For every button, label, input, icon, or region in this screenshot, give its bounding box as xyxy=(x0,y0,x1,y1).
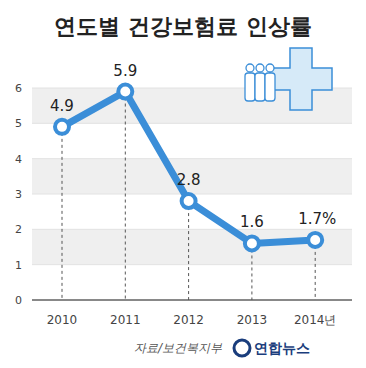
icon-cross xyxy=(270,48,332,110)
marker xyxy=(182,194,196,208)
data-label: 5.9 xyxy=(113,62,137,80)
title: 연도별 건강보험료 인상률 xyxy=(54,14,311,39)
y-tick-label: 3 xyxy=(15,188,22,201)
x-tick-label: 2011 xyxy=(110,313,141,327)
logo xyxy=(234,340,250,356)
icon-person xyxy=(265,73,275,101)
data-group xyxy=(55,85,322,251)
y-tick-label: 1 xyxy=(15,259,22,272)
chart-svg: 연도별 건강보험료 인상률 0 1 2 3 4 5 6 2010 2011 2012 2013 2014… xyxy=(0,0,366,368)
credit: 연합뉴스 xyxy=(254,340,310,356)
data-label: 1.7% xyxy=(298,210,336,228)
grid-line xyxy=(32,229,352,230)
icon-person xyxy=(256,64,264,72)
y-tick-label: 2 xyxy=(15,223,22,236)
x-tick-label: 2014년 xyxy=(294,313,337,327)
icon xyxy=(245,48,332,110)
x-tick-label: 2012 xyxy=(173,313,204,327)
icon-person xyxy=(266,64,274,72)
grid-line xyxy=(32,300,352,301)
data-label: 2.8 xyxy=(177,171,201,189)
y-tick-label: 5 xyxy=(15,117,22,130)
grid-line xyxy=(32,158,352,159)
y-tick-label: 6 xyxy=(15,82,22,95)
marker xyxy=(118,85,132,99)
data-label: 4.9 xyxy=(50,97,74,115)
icon-person xyxy=(255,73,265,101)
drop-line xyxy=(125,92,126,300)
marker xyxy=(245,236,259,250)
y-tick-label: 0 xyxy=(15,294,22,307)
x-axis xyxy=(32,299,352,301)
x-tick-label: 2010 xyxy=(47,313,78,327)
grid-line xyxy=(32,264,352,265)
marker xyxy=(308,233,322,247)
drop-line xyxy=(62,127,63,300)
grid-band xyxy=(32,229,352,264)
x-tick-label: 2013 xyxy=(237,313,268,327)
y-tick-label: 4 xyxy=(15,153,22,166)
line xyxy=(62,92,315,244)
icon-person xyxy=(245,73,255,101)
grid-line xyxy=(32,123,352,124)
marker xyxy=(55,120,69,134)
source: 자료/보건복지부 xyxy=(134,341,223,355)
grid-band xyxy=(32,159,352,194)
icon-person xyxy=(246,64,254,72)
drop-line xyxy=(188,201,189,300)
data-label: 1.6 xyxy=(240,213,264,231)
drop-line xyxy=(315,240,316,300)
chart-container: 연도별 건강보험료 인상률 0 1 2 3 4 5 6 2010 2011 2012 2013 2014… xyxy=(0,0,366,368)
